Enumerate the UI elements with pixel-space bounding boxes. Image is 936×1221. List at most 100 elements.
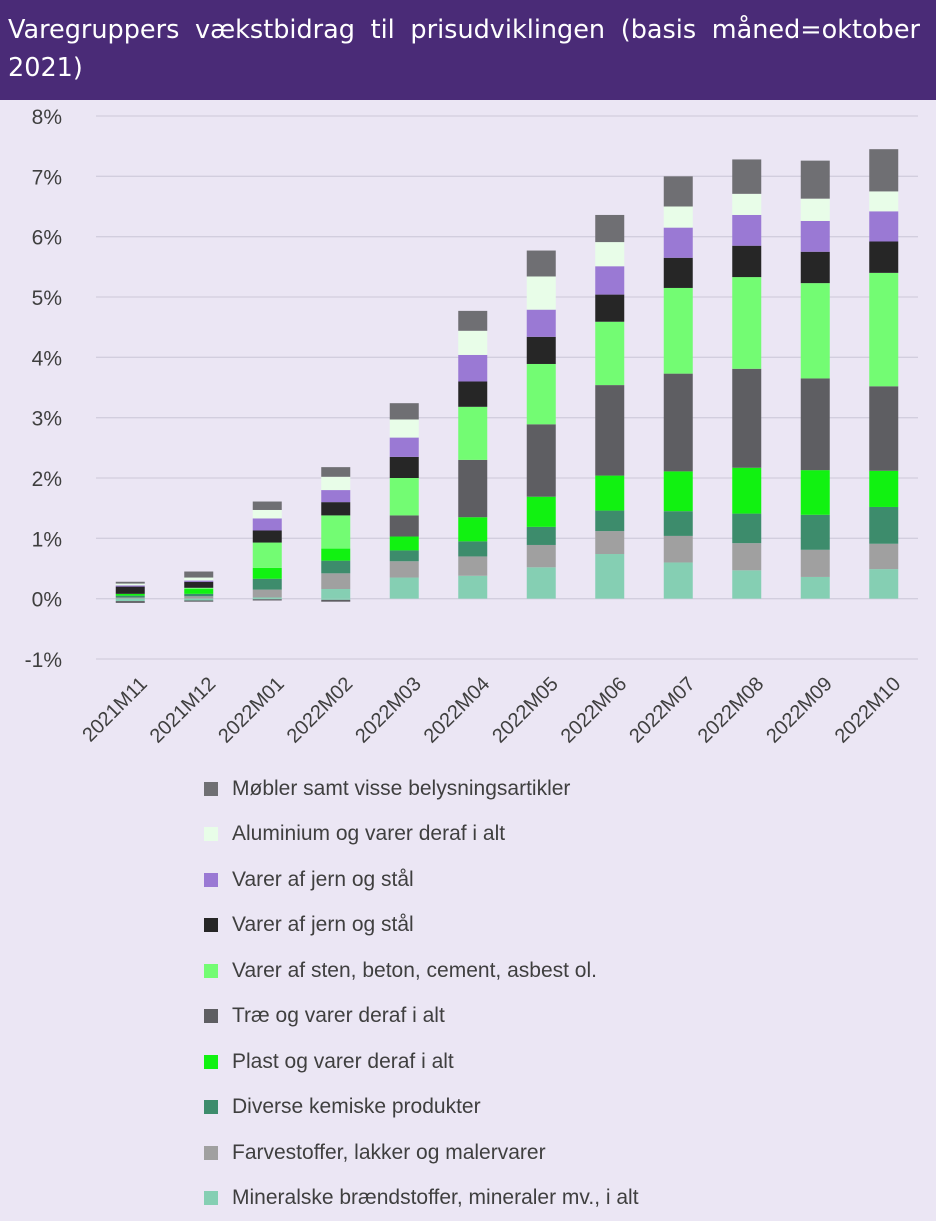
x-tick-label: 2021M11	[78, 673, 151, 746]
legend-label: Varer af jern og stål	[232, 913, 414, 937]
bar-segment	[184, 578, 213, 581]
legend-swatch	[204, 964, 218, 978]
legend-label: Aluminium og varer deraf i alt	[232, 822, 505, 846]
bar-segment-negative	[116, 599, 145, 601]
bar-segment	[116, 584, 145, 586]
bar-segment	[869, 544, 898, 569]
bar-segment	[321, 502, 350, 515]
legend-label: Diverse kemiske produkter	[232, 1095, 481, 1119]
x-axis-ticks: 2021M112021M122022M012022M022022M032022M…	[78, 673, 905, 748]
x-tick-label: 2022M08	[694, 673, 769, 748]
bar-segment	[869, 471, 898, 507]
bar-segment	[184, 572, 213, 578]
bar-segment	[390, 438, 419, 457]
bar-segment	[801, 161, 830, 199]
bar-segment	[664, 258, 693, 288]
y-tick-label: 4%	[32, 347, 62, 370]
bar-segment	[321, 589, 350, 599]
bar-segment	[595, 295, 624, 322]
x-tick-label: 2022M10	[831, 673, 906, 748]
y-tick-label: 7%	[32, 166, 62, 189]
y-tick-label: 2%	[32, 468, 62, 491]
legend-item: Aluminium og varer deraf i alt	[204, 812, 639, 858]
bar-segment	[390, 403, 419, 419]
bar-segment	[116, 582, 145, 584]
bar-segment	[801, 515, 830, 550]
bar-segment	[595, 242, 624, 266]
x-tick-label: 2022M06	[557, 673, 632, 748]
bar-segment	[664, 228, 693, 258]
x-tick-label: 2022M07	[625, 673, 700, 748]
bar-segment	[732, 194, 761, 215]
legend-label: Farvestoffer, lakker og malervarer	[232, 1141, 546, 1165]
y-axis-ticks: 8%7%6%5%4%3%2%1%0%-1%	[25, 106, 62, 672]
legend-label: Træ og varer deraf i alt	[232, 1004, 445, 1028]
bar-segment	[732, 159, 761, 193]
bar-segment	[458, 407, 487, 460]
y-tick-label: -1%	[25, 649, 62, 672]
bar-segment	[801, 378, 830, 470]
bar-segment	[253, 530, 282, 542]
bar-segment	[390, 419, 419, 437]
bar-segment	[458, 541, 487, 556]
bar-segment	[801, 470, 830, 515]
bar-segment	[595, 511, 624, 532]
bar-segment	[664, 374, 693, 472]
bar-segment	[321, 490, 350, 502]
legend-item: Varer af sten, beton, cement, asbest ol.	[204, 948, 639, 994]
bar-segment	[664, 288, 693, 374]
y-tick-label: 0%	[32, 589, 62, 612]
bar-segment	[527, 310, 556, 337]
bar-segment	[253, 518, 282, 530]
bar-segment	[869, 507, 898, 544]
bar-segment-negative	[253, 599, 282, 600]
bar-segment-negative	[184, 600, 213, 601]
bar-segment	[390, 578, 419, 599]
bar-segment	[732, 246, 761, 277]
bar-segment	[527, 527, 556, 545]
bar-segment	[116, 594, 145, 596]
bar-segment	[390, 515, 419, 536]
bar-segment	[801, 221, 830, 252]
bar-segment	[732, 277, 761, 369]
x-tick-label: 2021M12	[146, 673, 221, 748]
bar-segment	[253, 579, 282, 590]
bar-segment-negative	[321, 600, 350, 602]
y-tick-label: 1%	[32, 528, 62, 551]
bar-segment	[801, 199, 830, 221]
legend-swatch	[204, 1100, 218, 1114]
bar-segment	[184, 582, 213, 588]
bar-segment	[869, 211, 898, 241]
legend-swatch	[204, 1146, 218, 1160]
bar-segment	[184, 581, 213, 582]
bar-segment	[869, 386, 898, 470]
bar-segment	[664, 511, 693, 536]
bar-segment	[390, 550, 419, 561]
bar-segment	[595, 322, 624, 385]
bar-segment	[116, 596, 145, 598]
bar-segment	[869, 273, 898, 386]
bar-segment	[458, 556, 487, 575]
bar-segment	[458, 381, 487, 406]
legend-item: Farvestoffer, lakker og malervarer	[204, 1130, 639, 1176]
bar-segment	[664, 471, 693, 511]
bar-segment	[869, 241, 898, 272]
bar-segment	[458, 460, 487, 517]
bar-segment	[801, 577, 830, 599]
bar-segment	[664, 176, 693, 206]
legend-swatch	[204, 918, 218, 932]
bar-segment	[184, 594, 213, 596]
bar-segment	[801, 283, 830, 378]
bar-segment	[321, 515, 350, 548]
x-tick-label: 2022M04	[420, 673, 495, 748]
legend-item: Diverse kemiske produkter	[204, 1085, 639, 1131]
bar-segment	[732, 570, 761, 598]
y-tick-label: 6%	[32, 227, 62, 250]
x-tick-label: 2022M05	[488, 673, 563, 748]
bar-segment	[253, 597, 282, 598]
bar-segment	[595, 385, 624, 476]
bar-segment	[732, 468, 761, 514]
bar-segment	[732, 543, 761, 570]
legend-swatch	[204, 873, 218, 887]
